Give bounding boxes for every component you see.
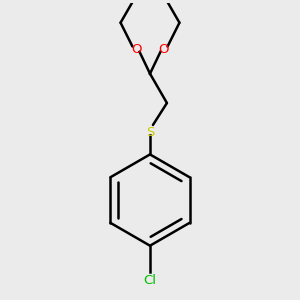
Text: O: O: [131, 43, 141, 56]
Text: S: S: [146, 126, 154, 139]
Text: O: O: [159, 43, 169, 56]
Text: Cl: Cl: [143, 274, 157, 287]
